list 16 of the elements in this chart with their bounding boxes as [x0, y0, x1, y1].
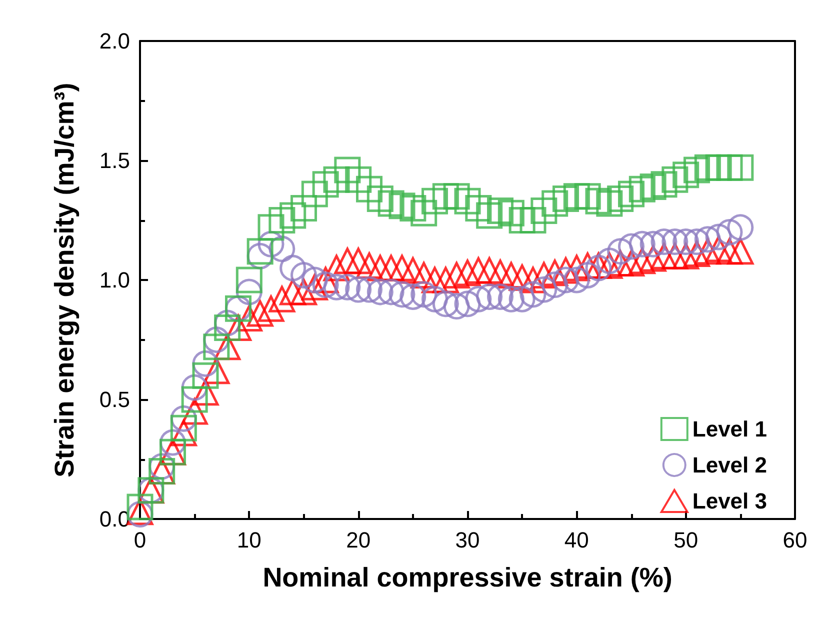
y-axis-title: Strain energy density (mJ/cm³): [50, 82, 80, 478]
y-tick-label: 2.0: [99, 28, 130, 54]
x-tick-label: 40: [564, 528, 589, 552]
x-axis-title: Nominal compressive strain (%): [262, 562, 672, 592]
y-tick-label: 0.5: [99, 387, 130, 412]
y-tick-label: 1.5: [99, 148, 130, 173]
legend-label: Level 2: [692, 452, 768, 478]
x-tick-label: 20: [346, 528, 371, 552]
y-tick-label: 1.0: [99, 268, 130, 292]
x-tick-label: 50: [674, 528, 698, 552]
x-tick-label: 0: [134, 528, 146, 552]
legend-label: Level 1: [692, 416, 768, 442]
x-tick-label: 60: [782, 528, 808, 552]
x-tick-label: 10: [236, 528, 262, 552]
legend-label: Level 3: [692, 488, 768, 514]
x-tick-label: 30: [455, 528, 480, 552]
